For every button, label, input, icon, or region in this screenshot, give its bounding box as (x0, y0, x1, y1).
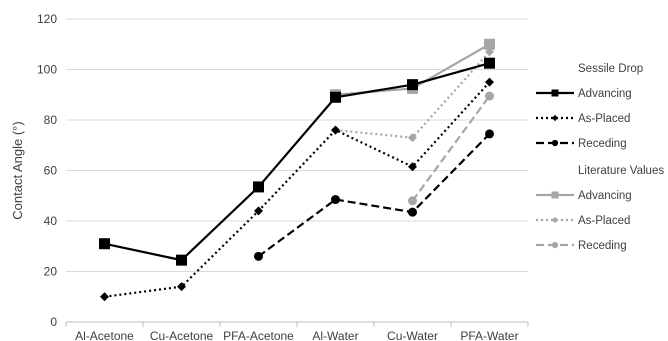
literature-advancing-point (484, 38, 495, 50)
literature-receding-point (408, 196, 417, 206)
sessile-receding-point (408, 207, 417, 217)
sessile-receding-line (257, 133, 491, 258)
y-tick-label: 120 (37, 12, 57, 26)
y-tick-label: 20 (44, 265, 58, 279)
legend-entry-label: Advancing (578, 190, 632, 202)
x-tick-label: Cu-Acetone (150, 329, 214, 341)
sessile-advancing-point (253, 181, 264, 193)
sessile-as-placed-line (104, 81, 491, 298)
sessile-receding-point (254, 251, 263, 261)
sessile-advancing-point (330, 91, 341, 103)
legend-entry-label: Advancing (578, 88, 632, 100)
sessile-as-placed-point (100, 292, 109, 302)
literature-as-placed-line (335, 51, 491, 139)
legend-entry-label: As-Placed (578, 215, 630, 227)
legend-swatch-marker (551, 216, 559, 224)
x-tick-label: Al-Acetone (75, 329, 134, 341)
sessile-receding-point (331, 195, 340, 205)
legend: Sessile Drop Advancing As-Placed Receding Li… (536, 63, 664, 252)
sessile-advancing-point (484, 57, 495, 69)
sessile-advancing-line (104, 62, 490, 262)
x-tick-label: Cu-Water (387, 329, 438, 341)
y-tick-label: 60 (44, 164, 58, 178)
legend-group-title: Sessile Drop (578, 63, 643, 75)
sessile-as-placed-point (177, 282, 186, 292)
y-tick-label: 0 (50, 315, 57, 329)
series-group (99, 38, 495, 302)
legend-group-title: Literature Values (578, 165, 664, 177)
sessile-receding-point (485, 129, 494, 139)
gridlines: 0 20 40 60 80 100 120 (37, 12, 528, 329)
x-tick-label: PFA-Water (460, 329, 518, 341)
legend-swatch-marker (551, 241, 559, 249)
literature-receding-point (485, 91, 494, 101)
sessile-advancing-point (407, 79, 418, 91)
literature-as-placed-point (408, 133, 417, 143)
y-tick-label: 80 (44, 113, 58, 127)
legend-entry-label: Receding (578, 138, 627, 150)
sessile-as-placed-point (254, 206, 263, 216)
sessile-as-placed-point (485, 77, 494, 87)
legend-swatch-marker (551, 191, 559, 199)
literature-as-placed-point (485, 47, 494, 57)
sessile-advancing-point (99, 238, 110, 250)
y-axis-title: Contact Angle (°) (10, 121, 25, 219)
legend-swatch-marker (551, 89, 559, 97)
sessile-advancing-point (176, 254, 187, 266)
sessile-as-placed-point (408, 162, 417, 172)
literature-receding-line (411, 95, 491, 202)
legend-entry-label: As-Placed (578, 113, 630, 125)
axes: Al-Acetone Cu-Acetone PFA-Acetone Al-Water C… (65, 321, 529, 341)
x-tick-label: Al-Water (312, 329, 358, 341)
legend-entry-label: Receding (578, 240, 627, 252)
legend-swatch-marker (551, 139, 559, 147)
y-tick-label: 100 (37, 63, 57, 77)
sessile-as-placed-point (331, 125, 340, 135)
legend-swatch-marker (551, 114, 559, 122)
x-tick-label: PFA-Acetone (223, 329, 294, 341)
y-tick-label: 40 (44, 214, 58, 228)
